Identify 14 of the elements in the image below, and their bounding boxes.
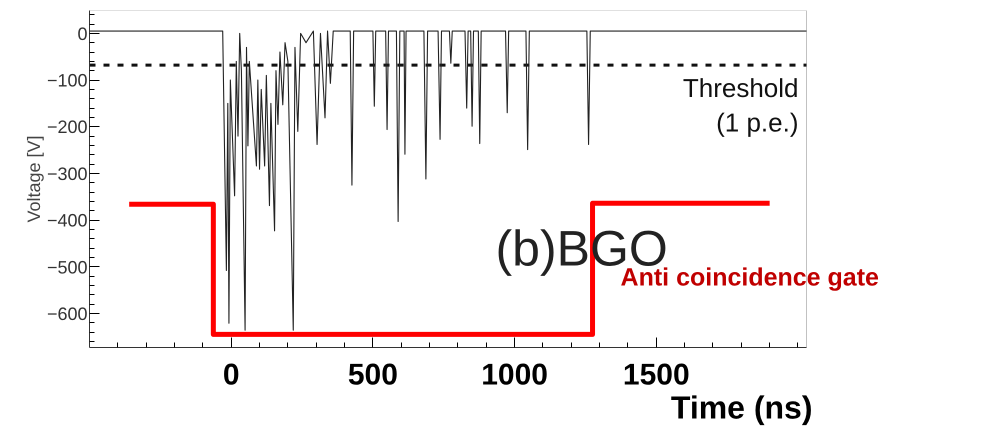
y-tick-label: −500 xyxy=(46,257,88,278)
x-axis-title: Time (ns) xyxy=(670,390,812,426)
y-tick-label: −200 xyxy=(46,117,88,138)
y-tick-label: −400 xyxy=(46,210,88,231)
ref-line-label: Threshold (1 p.e.) xyxy=(682,73,799,138)
x-tick-label: 1000 xyxy=(481,358,548,392)
x-tick-label: 500 xyxy=(348,358,398,392)
y-tick-label: −600 xyxy=(46,304,88,324)
y-tick-label: 0 xyxy=(77,24,88,44)
y-axis-title: Voltage [V] xyxy=(24,135,44,223)
y-tick-label: −300 xyxy=(46,164,88,184)
x-tick-label: 1500 xyxy=(622,358,690,392)
x-tick-label: 0 xyxy=(222,358,240,392)
y-tick-label: −100 xyxy=(46,70,88,91)
